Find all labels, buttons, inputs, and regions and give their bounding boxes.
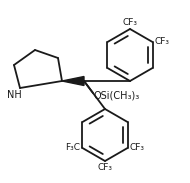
Text: NH: NH	[7, 90, 21, 100]
Polygon shape	[62, 76, 84, 85]
Text: OSi(CH₃)₃: OSi(CH₃)₃	[94, 90, 140, 100]
Text: CF₃: CF₃	[130, 143, 145, 152]
Text: CF₃: CF₃	[97, 163, 112, 172]
Text: CF₃: CF₃	[154, 38, 169, 46]
Text: F₃C: F₃C	[66, 143, 81, 152]
Text: CF₃: CF₃	[123, 18, 138, 27]
